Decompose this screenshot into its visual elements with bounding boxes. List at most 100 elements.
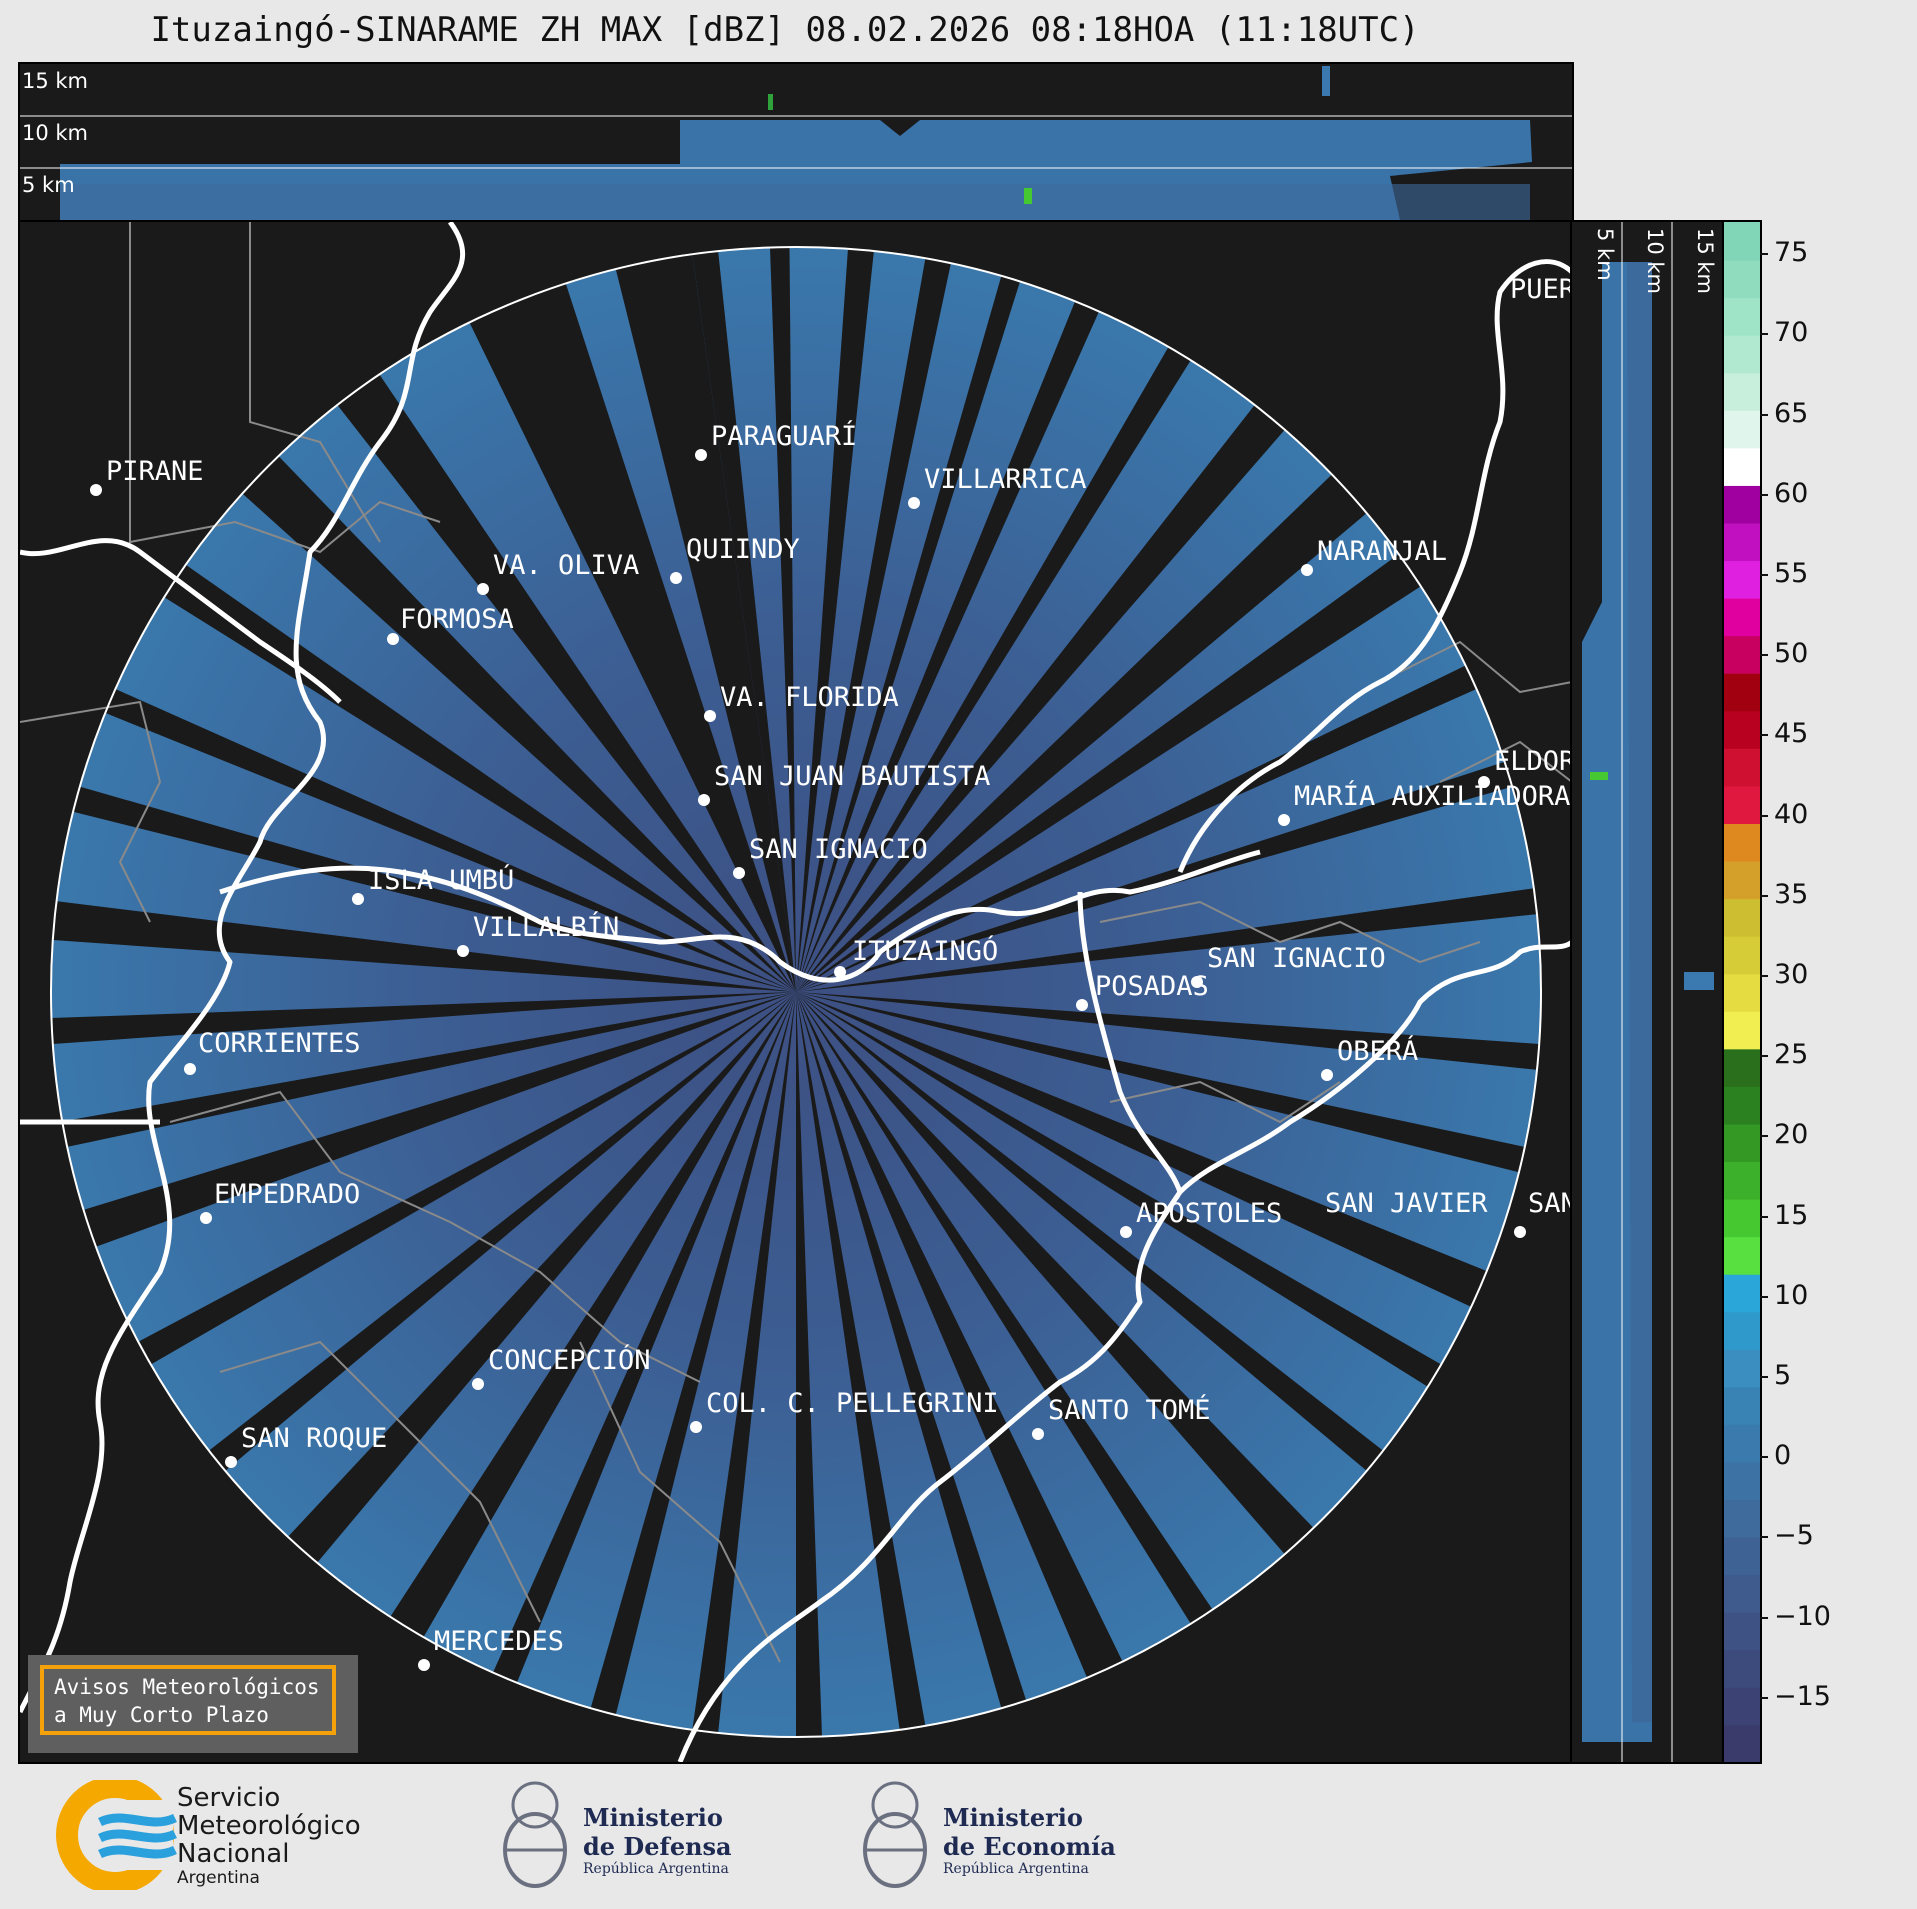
- city-dot-naranjal: [1301, 564, 1313, 576]
- city-label-paraguari: PARAGUARÍ: [711, 420, 857, 452]
- colorbar-bin: [1724, 1085, 1760, 1125]
- beam-gap-wedge: [796, 992, 1455, 1395]
- radar-site-marker: [834, 966, 846, 978]
- city-dot-san-ignacio-py: [733, 867, 745, 879]
- colorbar-tick-mark: [1760, 333, 1768, 336]
- beam-blockage-gaps: [51, 247, 1541, 1737]
- city-label-formosa: FORMOSA: [400, 604, 514, 635]
- colorbar-bin: [1724, 672, 1760, 712]
- defensa-line-1: Ministerio: [583, 1803, 723, 1832]
- economia-line-2: de Economía: [943, 1832, 1116, 1861]
- colorbar-bin: [1724, 334, 1760, 374]
- colorbar-tick-label: 60: [1774, 477, 1809, 509]
- beam-gap-wedge: [796, 287, 1106, 992]
- city-label-santo-tome: SANTO TOMÉ: [1048, 1394, 1211, 1426]
- warning-line-1: Avisos Meteorológicos: [54, 1675, 320, 1699]
- colorbar-tick-label: 65: [1774, 397, 1809, 429]
- colorbar-tick-mark: [1760, 1215, 1768, 1218]
- beam-gap-wedge: [796, 992, 1324, 1566]
- colorbar-bin: [1724, 409, 1760, 449]
- beam-gap-wedge: [796, 992, 1501, 1314]
- city-dot-va-florida: [704, 710, 716, 722]
- city-dot-col-c-pellegrini: [690, 1421, 702, 1433]
- colorbar-tick-label: 0: [1774, 1440, 1792, 1472]
- city-label-maria-auxiliadora: MARÍA AUXILIADORA: [1294, 780, 1570, 812]
- city-dot-mercedes: [418, 1659, 430, 1671]
- colorbar-bin: [1724, 372, 1760, 411]
- top-label-15km: 15 km: [22, 69, 88, 93]
- city-label-quiindy: QUIINDY: [686, 534, 800, 565]
- city-dot-villarrica: [908, 497, 920, 509]
- warning-box: Avisos Meteorológicos a Muy Corto Plazo: [28, 1655, 358, 1753]
- side-label-5km: 5 km: [1593, 228, 1617, 281]
- city-label-naranjal: NARANJAL: [1317, 536, 1447, 567]
- city-dot-isla-umbu: [352, 893, 364, 905]
- city-label-eldorado: ELDORADO: [1494, 746, 1572, 777]
- city-dot-san-ignacio-ar: [1191, 976, 1203, 988]
- top-echo-green-1: [768, 94, 773, 110]
- beam-gap-wedge: [586, 992, 796, 1730]
- colorbar-bin: [1724, 1574, 1760, 1613]
- colorbar-bin: [1724, 560, 1760, 599]
- colorbar-bin: [1724, 1649, 1760, 1688]
- colorbar-bin: [1724, 1536, 1760, 1576]
- colorbar-bin: [1724, 1686, 1760, 1726]
- beam-gap-wedge: [796, 757, 1527, 992]
- beam-gap-wedge: [124, 992, 796, 1372]
- colorbar-bin: [1724, 973, 1760, 1012]
- city-dot-va-oliva: [477, 583, 489, 595]
- city-dot-pirane: [90, 484, 102, 496]
- argentina-shield-icon-1: [503, 1781, 567, 1888]
- smn-line-3: Nacional: [177, 1839, 290, 1869]
- city-label-puerto: PUERTO: [1510, 274, 1572, 305]
- colorbar-tick-label: 55: [1774, 557, 1809, 589]
- colorbar-bin: [1724, 1724, 1760, 1762]
- colorbar-bin: [1724, 1499, 1760, 1538]
- colorbar-tick-label: 75: [1774, 237, 1809, 269]
- colorbar-tick-label: 30: [1774, 958, 1809, 990]
- colorbar-bin: [1724, 447, 1760, 486]
- beam-gap-wedge: [796, 247, 955, 992]
- side-echo-blob: [1684, 972, 1714, 990]
- city-label-isla-umbu: ISLA UMBÚ: [368, 864, 514, 896]
- city-dot-corrientes: [184, 1063, 196, 1075]
- city-dot-san: [1514, 1226, 1526, 1238]
- city-label-villarrica: VILLARRICA: [924, 464, 1087, 495]
- side-label-15km: 15 km: [1693, 228, 1717, 294]
- top-cross-section-svg: 15 km 10 km 5 km: [20, 66, 1572, 220]
- colorbar-bin: [1724, 297, 1760, 336]
- colorbar-tick-label: 35: [1774, 878, 1809, 910]
- colorbar-bin: [1724, 822, 1760, 862]
- beam-gap-wedge: [796, 992, 928, 1737]
- top-echo-lower: [60, 184, 1530, 220]
- city-dot-san-roque: [225, 1456, 237, 1468]
- colorbar-tick-label: −5: [1774, 1520, 1814, 1552]
- colorbar-bin: [1724, 747, 1760, 787]
- colorbar-bin: [1724, 860, 1760, 900]
- economia-line-1: Ministerio: [943, 1803, 1083, 1832]
- colorbar-tick-mark: [1760, 253, 1768, 256]
- city-label-apostoles: APÓSTOLES: [1136, 1197, 1282, 1229]
- beam-gap-wedge: [796, 545, 1434, 992]
- city-label-san-ignacio-ar: SAN IGNACIO: [1207, 943, 1386, 974]
- city-label-col-c-pellegrini: COL. C. PELLEGRINI: [706, 1388, 999, 1419]
- colorbar-tick-mark: [1760, 413, 1768, 416]
- warning-frame: Avisos Meteorológicos a Muy Corto Plazo: [40, 1665, 336, 1735]
- city-label-villalbin: VILLALBÍN: [473, 911, 619, 943]
- colorbar-tick-mark: [1760, 1536, 1768, 1539]
- beam-gap-wedge: [462, 269, 796, 993]
- colorbar-tick-label: 40: [1774, 798, 1809, 830]
- beam-gap-wedge: [69, 992, 797, 1252]
- colorbar-bin: [1724, 522, 1760, 562]
- colorbar-bin: [1724, 484, 1760, 524]
- beam-gap-wedge: [690, 992, 796, 1737]
- colorbar-bin: [1724, 1273, 1760, 1313]
- beam-gap-wedge: [796, 464, 1379, 992]
- colorbar-bin: [1724, 1461, 1760, 1501]
- beam-gap-wedge: [769, 247, 796, 992]
- colorbar-tick-label: 45: [1774, 718, 1809, 750]
- colorbar-bin: [1724, 1236, 1760, 1275]
- colorbar-bin: [1724, 1386, 1760, 1425]
- city-dot-posadas: [1076, 999, 1088, 1011]
- side-echo-core: [1627, 262, 1652, 1722]
